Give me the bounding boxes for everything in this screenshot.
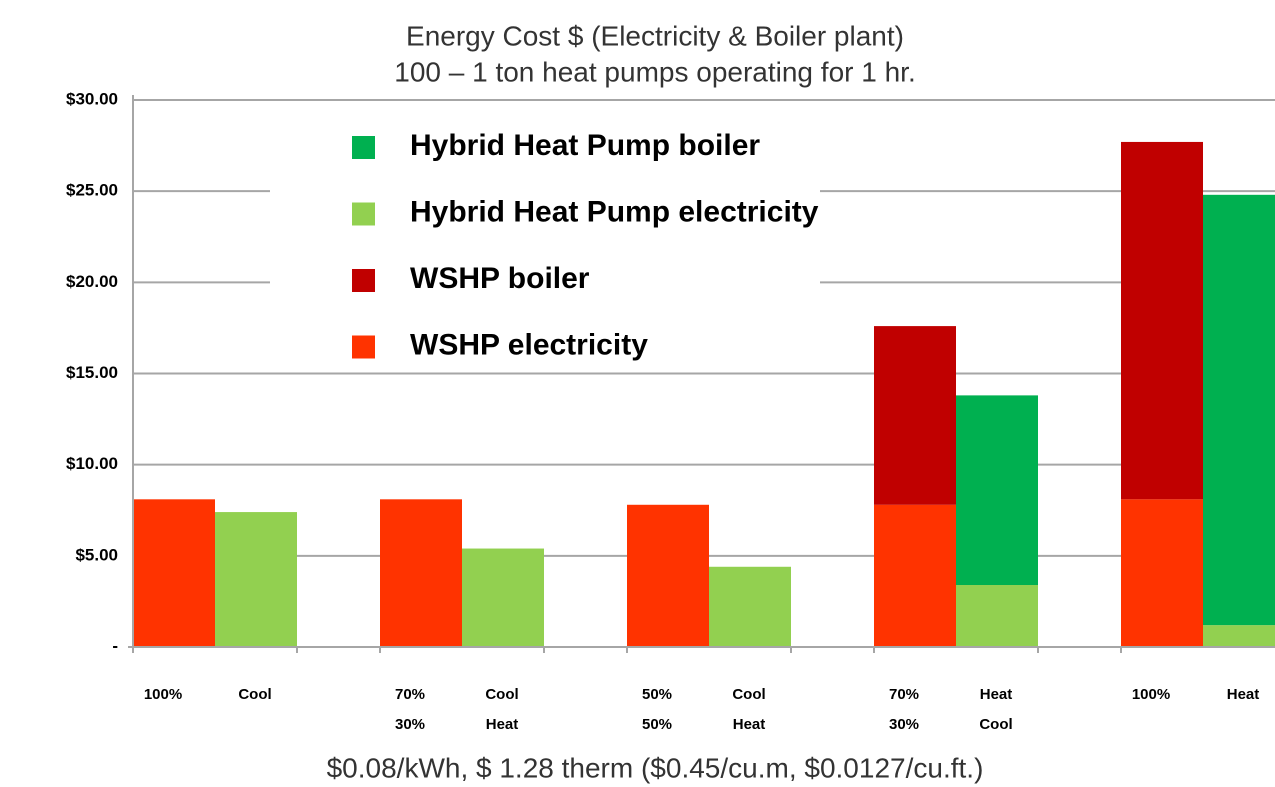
bar-segment xyxy=(874,504,956,647)
x-tick-label: Heat xyxy=(1227,686,1260,703)
x-tick-label: 50% xyxy=(642,716,672,733)
legend-swatch xyxy=(352,335,375,359)
y-tick-label: $20.00 xyxy=(66,272,118,291)
x-tick-label: Cool xyxy=(732,686,765,703)
x-tick-label: 30% xyxy=(889,716,919,733)
y-tick-label: $5.00 xyxy=(75,545,118,564)
bar-segment xyxy=(709,566,791,647)
bar-segment xyxy=(215,512,297,647)
y-tick-label: $15.00 xyxy=(66,363,118,382)
y-tick-label: $10.00 xyxy=(66,454,118,473)
chart-title: Energy Cost $ (Electricity & Boiler plan… xyxy=(406,20,904,51)
legend-swatch xyxy=(352,136,375,159)
bar-segment xyxy=(1121,141,1203,500)
x-tick-label: Heat xyxy=(486,716,519,733)
y-tick-label: $25.00 xyxy=(66,181,118,200)
x-tick-label: Heat xyxy=(980,686,1013,703)
bar-segment xyxy=(1203,194,1275,626)
bar-segment xyxy=(956,585,1038,647)
legend-label: WSHP electricity xyxy=(410,328,648,361)
x-tick-label: 100% xyxy=(144,686,182,703)
bar-segment xyxy=(874,326,956,505)
legend-label: WSHP boiler xyxy=(410,262,590,295)
x-tick-label: 30% xyxy=(395,716,425,733)
bar-segment xyxy=(133,499,215,647)
x-tick-label: Heat xyxy=(733,716,766,733)
legend-swatch xyxy=(352,269,375,292)
legend-label: Hybrid Heat Pump boiler xyxy=(410,129,760,162)
bar-segment xyxy=(380,499,462,647)
chart-subtitle: 100 – 1 ton heat pumps operating for 1 h… xyxy=(394,56,915,87)
x-tick-label: Cool xyxy=(238,686,271,703)
x-tick-label: Cool xyxy=(979,716,1012,733)
x-tick-label: 70% xyxy=(395,686,425,703)
bar-segment xyxy=(956,395,1038,586)
x-tick-label: 70% xyxy=(889,686,919,703)
x-axis-label: $0.08/kWh, $ 1.28 therm ($0.45/cu.m, $0.… xyxy=(327,752,984,783)
bar-segment xyxy=(1121,499,1203,647)
x-tick-label: Cool xyxy=(485,686,518,703)
x-tick-label: 50% xyxy=(642,686,672,703)
legend-label: Hybrid Heat Pump electricity xyxy=(410,195,819,228)
y-tick-label: - xyxy=(112,636,118,655)
bar-segment xyxy=(462,548,544,647)
x-tick-label: 100% xyxy=(1132,686,1170,703)
legend-swatch xyxy=(352,202,375,226)
bar-segment xyxy=(627,504,709,647)
bar-segment xyxy=(1203,625,1275,647)
legend-box xyxy=(270,120,820,370)
y-tick-label: $30.00 xyxy=(66,89,118,108)
